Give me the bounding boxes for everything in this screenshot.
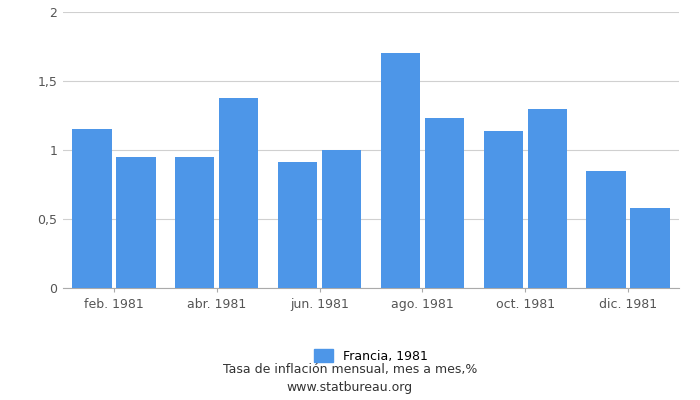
Bar bbox=[72, 129, 111, 288]
Bar bbox=[425, 118, 464, 288]
Legend: Francia, 1981: Francia, 1981 bbox=[309, 344, 433, 368]
Bar bbox=[322, 150, 361, 288]
Bar bbox=[484, 131, 523, 288]
Text: www.statbureau.org: www.statbureau.org bbox=[287, 382, 413, 394]
Bar bbox=[381, 53, 420, 288]
Bar bbox=[587, 171, 626, 288]
Text: Tasa de inflación mensual, mes a mes,%: Tasa de inflación mensual, mes a mes,% bbox=[223, 364, 477, 376]
Bar bbox=[219, 98, 258, 288]
Bar bbox=[631, 208, 670, 288]
Bar bbox=[116, 157, 155, 288]
Bar bbox=[278, 162, 317, 288]
Bar bbox=[175, 157, 214, 288]
Bar bbox=[528, 108, 567, 288]
